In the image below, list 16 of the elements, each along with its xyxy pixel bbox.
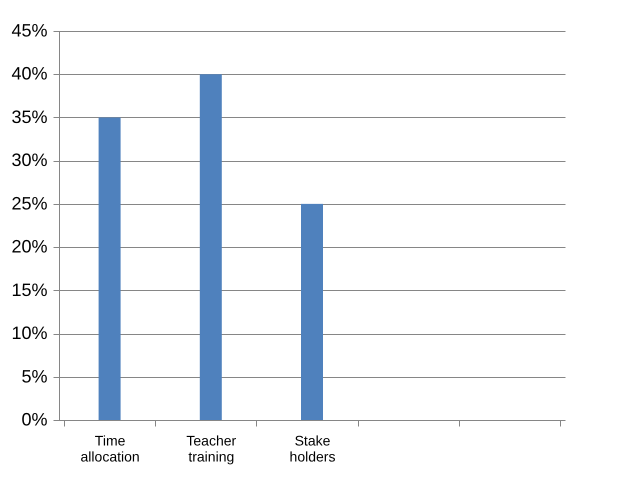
y-tick-label: 40% [11, 64, 48, 84]
y-tick-label: 5% [21, 366, 48, 386]
x-tick-label: Time allocation [80, 432, 140, 464]
x-tick-label: Stake holders [290, 432, 336, 464]
y-tick-label: 30% [11, 150, 48, 170]
bar [98, 117, 121, 420]
y-tick-label: 35% [11, 106, 48, 127]
y-tick-label: 45% [11, 20, 48, 40]
y-tick-label: 20% [11, 236, 48, 257]
y-tick-label: 0% [21, 410, 48, 430]
x-tick-label: Teacher training [186, 432, 237, 464]
y-tick-label: 10% [11, 323, 48, 344]
bar [301, 204, 323, 420]
bar [200, 74, 222, 420]
y-tick-label: 25% [11, 193, 48, 214]
y-tick-label: 15% [11, 280, 48, 300]
